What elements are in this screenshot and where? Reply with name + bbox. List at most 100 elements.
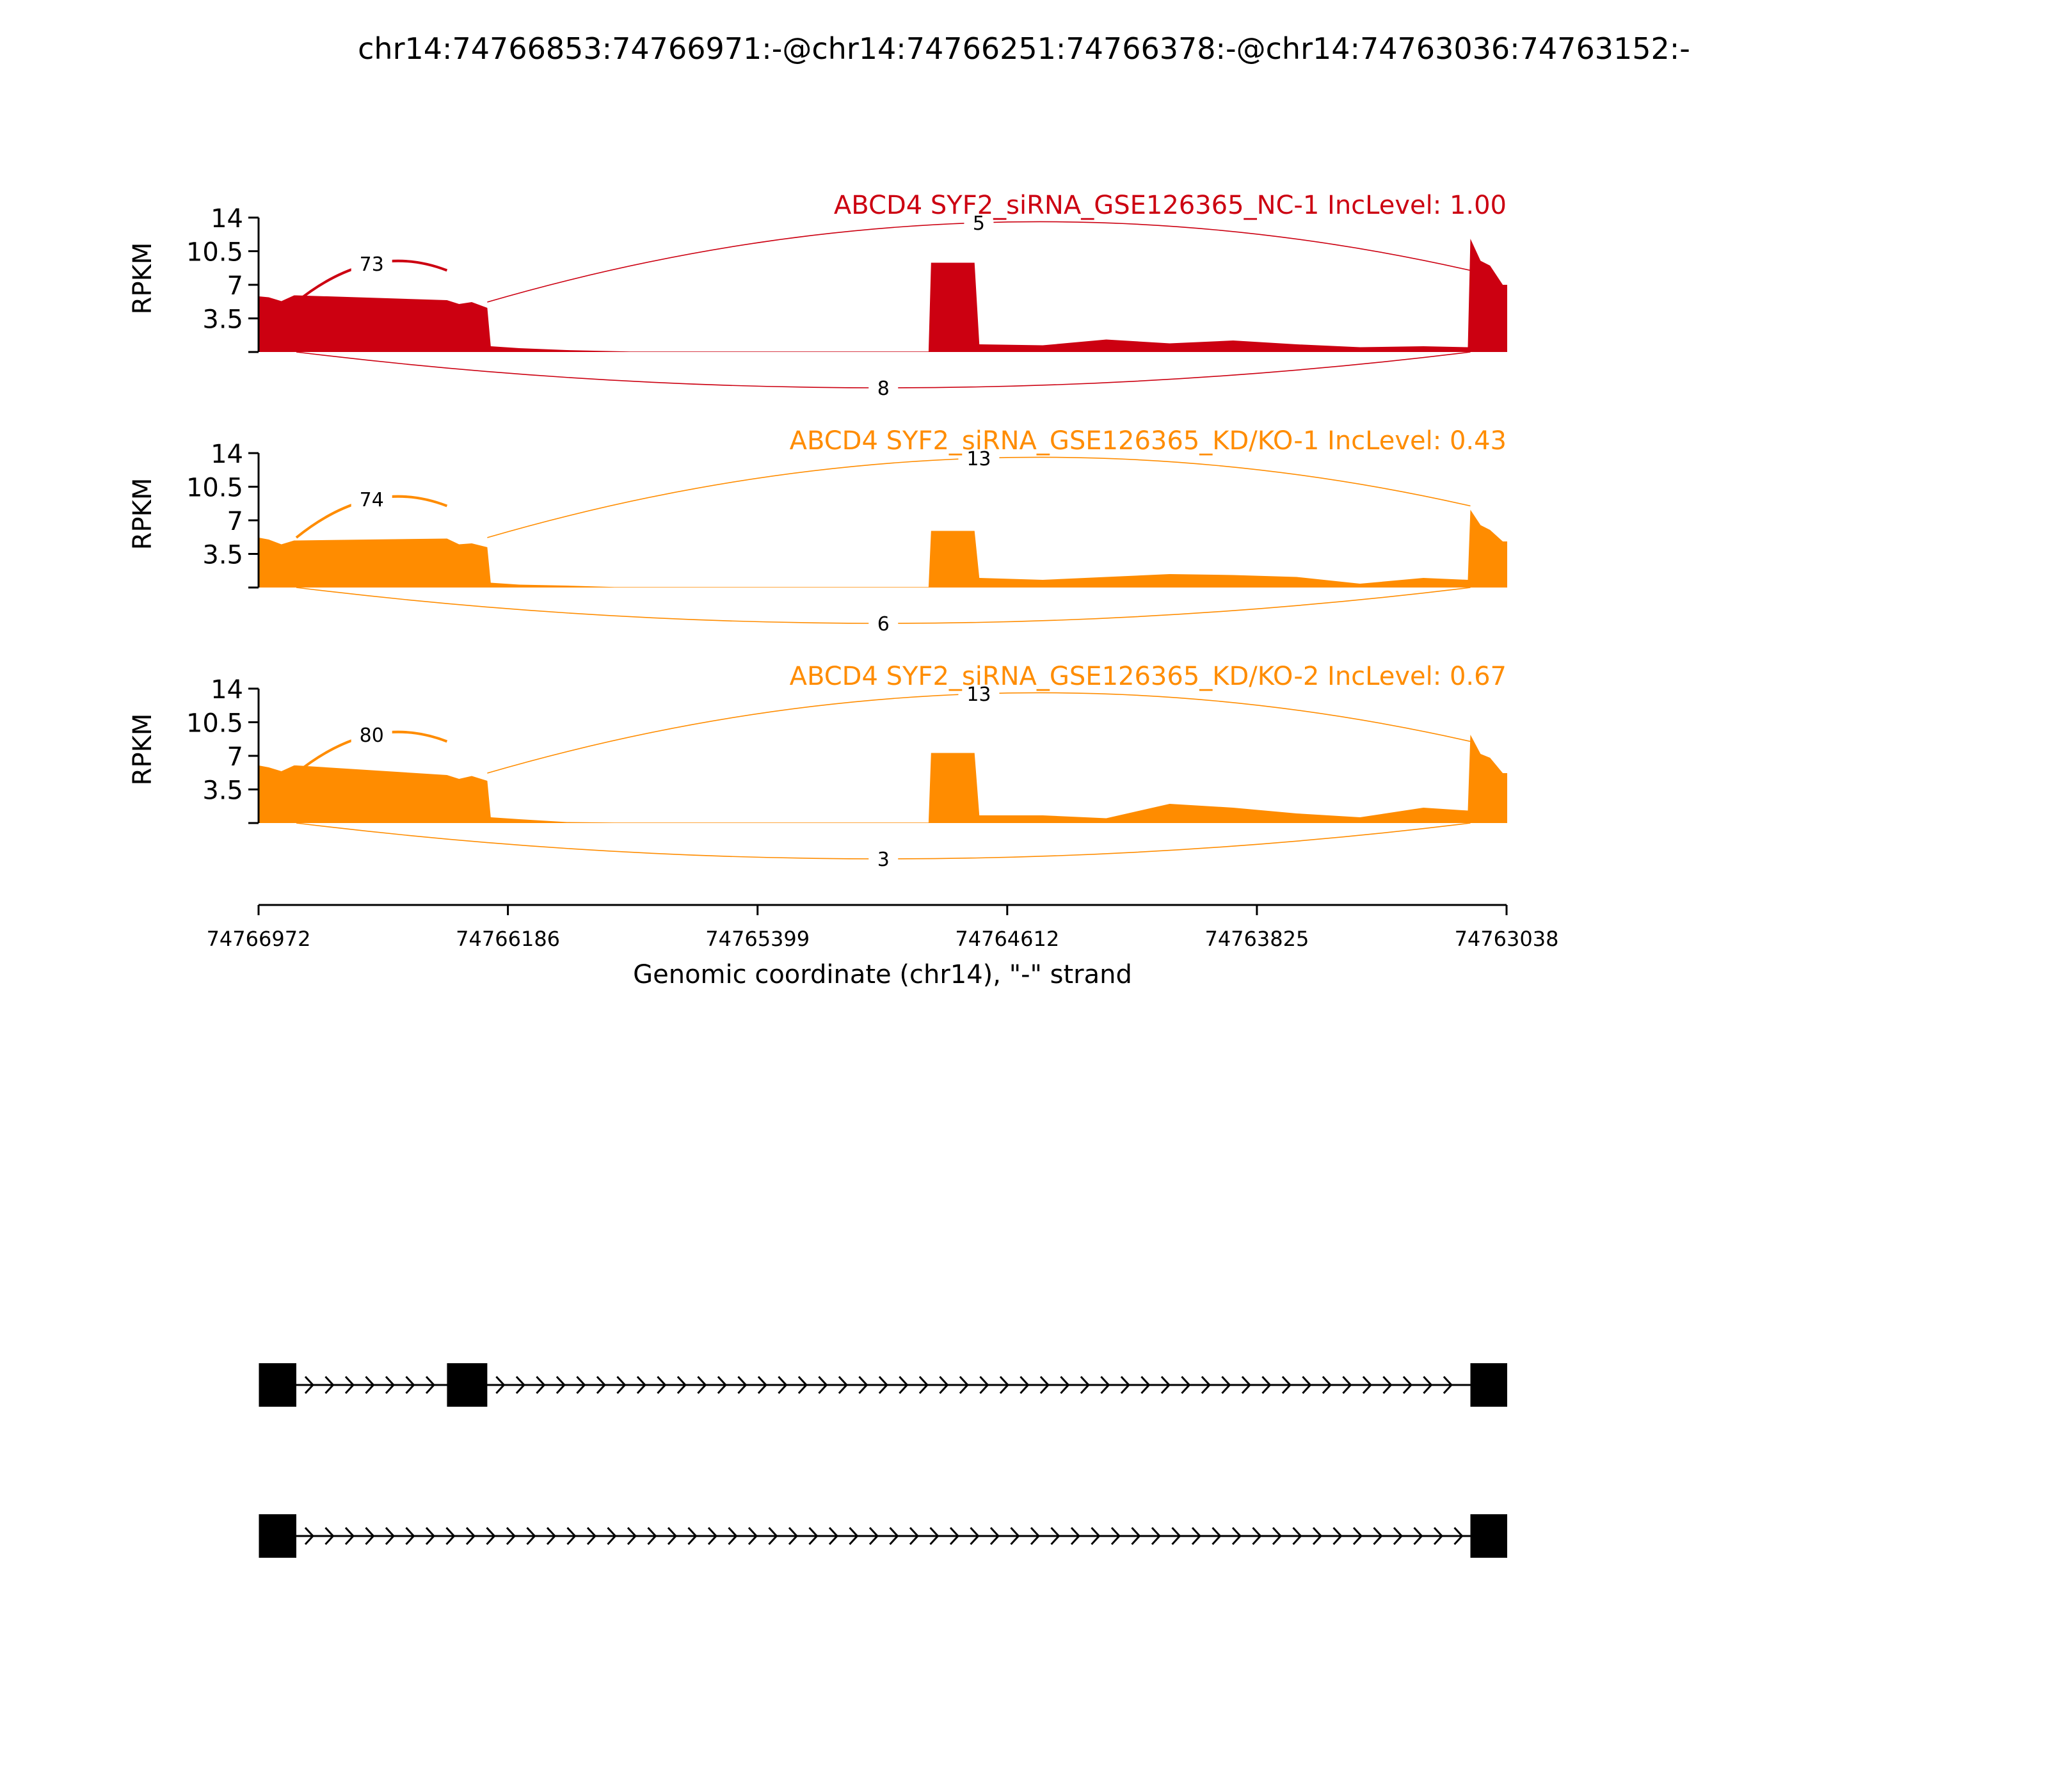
strand-chevron xyxy=(616,1375,627,1395)
isoform-1 xyxy=(259,1363,1507,1407)
strand-chevron xyxy=(1151,1526,1162,1546)
strand-chevron xyxy=(1302,1375,1312,1395)
strand-chevron xyxy=(1322,1375,1332,1395)
strand-chevron xyxy=(868,1526,879,1546)
junction-count-label: 80 xyxy=(360,724,384,747)
strand-chevron xyxy=(1413,1526,1423,1546)
strand-chevron xyxy=(1433,1526,1444,1546)
y-tick-label: 7 xyxy=(227,742,243,772)
strand-chevron xyxy=(778,1375,788,1395)
x-tick-label: 74766972 xyxy=(207,927,311,951)
strand-chevron xyxy=(365,1375,375,1395)
strand-chevron xyxy=(465,1526,476,1546)
strand-chevron xyxy=(546,1526,557,1546)
exon-box xyxy=(1470,1363,1507,1407)
strand-chevron xyxy=(808,1526,819,1546)
strand-chevron xyxy=(687,1526,698,1546)
junction-count-label: 3 xyxy=(877,849,890,871)
strand-chevron xyxy=(627,1526,637,1546)
strand-chevron xyxy=(425,1526,436,1546)
sample-label: ABCD4 SYF2_siRNA_GSE126365_KD/KO-2 IncLe… xyxy=(790,662,1507,691)
strand-chevron xyxy=(1453,1526,1464,1546)
strand-chevron xyxy=(1131,1526,1141,1546)
y-axis-label: RPKM xyxy=(128,243,157,315)
y-tick-label: 14 xyxy=(211,440,243,469)
exon-box xyxy=(259,1363,296,1407)
junction-label-box xyxy=(868,611,899,636)
strand-chevron xyxy=(657,1375,667,1395)
junction-label-box xyxy=(351,722,392,748)
strand-chevron xyxy=(1373,1526,1383,1546)
strand-chevron xyxy=(797,1375,808,1395)
strand-chevron xyxy=(667,1526,678,1546)
strand-chevron xyxy=(748,1526,758,1546)
strand-chevron xyxy=(1070,1526,1081,1546)
strand-chevron xyxy=(1393,1526,1404,1546)
strand-chevron xyxy=(918,1375,929,1395)
y-axis-label: RPKM xyxy=(128,714,157,786)
sample-label: ABCD4 SYF2_siRNA_GSE126365_KD/KO-1 IncLe… xyxy=(790,426,1507,456)
strand-chevron xyxy=(1171,1526,1181,1546)
y-axis-label: RPKM xyxy=(128,478,157,550)
junction-label-box xyxy=(868,846,899,872)
strand-chevron xyxy=(1281,1375,1292,1395)
strand-chevron xyxy=(1030,1526,1041,1546)
strand-chevron xyxy=(1292,1526,1302,1546)
strand-chevron xyxy=(909,1526,920,1546)
strand-chevron xyxy=(365,1526,375,1546)
strand-chevron xyxy=(515,1375,525,1395)
strand-chevron xyxy=(324,1526,335,1546)
coverage-area xyxy=(259,239,1507,352)
strand-chevron xyxy=(1423,1375,1433,1395)
junction-label-box xyxy=(958,445,1000,471)
strand-chevron xyxy=(1181,1375,1191,1395)
strand-chevron xyxy=(1443,1375,1453,1395)
y-tick-label: 10.5 xyxy=(186,709,243,739)
strand-chevron xyxy=(526,1526,536,1546)
y-tick-label: 14 xyxy=(211,675,243,705)
x-tick-label: 74764612 xyxy=(955,927,1059,951)
strand-chevron xyxy=(1402,1375,1412,1395)
strand-chevron xyxy=(1120,1375,1130,1395)
y-tick-label: 7 xyxy=(227,271,243,301)
strand-chevron xyxy=(304,1526,315,1546)
strand-chevron xyxy=(1060,1375,1070,1395)
sample-panel-2: 74 13 6 14 10.5 7 3.5 RPKM ABCD4 SYF2_siRNA_GSE1… xyxy=(128,426,1507,636)
x-tick-label: 74763825 xyxy=(1204,927,1309,951)
strand-chevron xyxy=(576,1375,586,1395)
strand-chevron xyxy=(999,1375,1009,1395)
strand-chevron xyxy=(1261,1375,1272,1395)
strand-chevron xyxy=(1080,1375,1090,1395)
exon-box xyxy=(447,1363,488,1407)
strand-chevron xyxy=(1312,1526,1323,1546)
junction-count-label: 13 xyxy=(966,684,991,706)
sample-panel-1: 73 5 8 14 10.57 3.5 RPKM ABCD4 SYF2_siRNA_GSE12… xyxy=(128,191,1507,401)
strand-chevron xyxy=(878,1375,888,1395)
strand-chevron xyxy=(717,1375,727,1395)
isoform-2 xyxy=(259,1514,1507,1558)
strand-chevron xyxy=(1342,1375,1352,1395)
strand-chevron xyxy=(728,1526,738,1546)
strand-chevron xyxy=(556,1375,566,1395)
junction-label-box xyxy=(964,210,994,236)
exon-box xyxy=(259,1514,296,1558)
junction-label-box xyxy=(351,251,392,276)
strand-chevron xyxy=(304,1375,315,1395)
strand-chevron xyxy=(445,1526,456,1546)
strand-chevron xyxy=(405,1526,415,1546)
strand-chevron xyxy=(1110,1526,1121,1546)
strand-chevron xyxy=(989,1526,1000,1546)
strand-chevron xyxy=(707,1526,718,1546)
x-axis: 74766972 74766186 74765399 74764612 74763825… xyxy=(207,904,1558,989)
x-tick-label: 74766186 xyxy=(456,927,560,951)
strand-chevron xyxy=(344,1526,355,1546)
strand-chevron xyxy=(828,1526,839,1546)
strand-chevron xyxy=(697,1375,707,1395)
strand-chevron xyxy=(1352,1526,1363,1546)
strand-chevron xyxy=(838,1375,848,1395)
strand-chevron xyxy=(405,1375,415,1395)
strand-chevron xyxy=(586,1526,597,1546)
junction-count-label: 73 xyxy=(360,253,384,276)
